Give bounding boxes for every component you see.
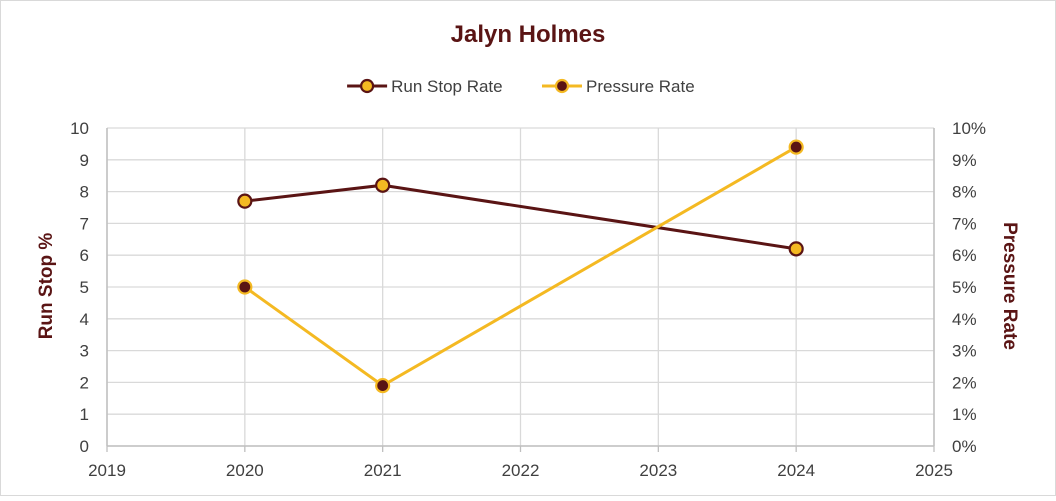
legend: Run Stop Rate Pressure Rate [347, 77, 695, 96]
y2-tick-label: 3% [952, 342, 977, 361]
y2-tick-label: 5% [952, 278, 977, 297]
legend-label: Run Stop Rate [391, 77, 503, 96]
series-layer [237, 139, 804, 394]
y-tick-label: 3 [80, 342, 89, 361]
legend-swatch-marker [360, 78, 375, 94]
x-tick-label: 2020 [226, 461, 264, 480]
y2-tick-label: 10% [952, 119, 986, 138]
y-axis-label: Run Stop % [36, 233, 57, 340]
data-point [237, 279, 253, 295]
y-tick-label: 8 [80, 183, 89, 202]
y-tick-label: 2 [80, 373, 89, 392]
y-tick-label: 5 [80, 278, 89, 297]
y2-tick-label: 9% [952, 151, 977, 170]
y-tick-label: 9 [80, 151, 89, 170]
y-tick-label: 4 [80, 310, 89, 329]
x-tick-label: 2021 [364, 461, 402, 480]
legend-swatch-marker [554, 78, 570, 94]
data-point [788, 241, 804, 257]
legend-label: Pressure Rate [586, 77, 695, 96]
y2-tick-label: 6% [952, 246, 977, 265]
data-point [375, 177, 391, 193]
y2-tick-label: 1% [952, 405, 977, 424]
y-tick-label: 6 [80, 246, 89, 265]
chart-title: Jalyn Holmes [451, 21, 606, 48]
y2-axis-label: Pressure Rate [999, 222, 1020, 350]
y2-tick-label: 4% [952, 310, 977, 329]
data-point [375, 377, 391, 394]
x-tick-label: 2019 [88, 461, 126, 480]
x-tick-label: 2025 [915, 461, 953, 480]
y2-tick-label: 2% [952, 373, 977, 392]
y-tick-label: 1 [80, 405, 89, 424]
y2-tick-label: 8% [952, 183, 977, 202]
y-tick-label: 10 [70, 119, 89, 138]
axes: 0 1 2 3 4 5 6 7 8 9 10 0% 1% 2% 3% 4% 5% 6% 7% 8% 9% 10% 2019 2… [70, 119, 986, 480]
y2-tick-label: 0% [952, 437, 977, 456]
data-point [788, 139, 804, 155]
x-tick-label: 2024 [777, 461, 815, 480]
y-tick-label: 7 [80, 214, 89, 233]
x-tick-label: 2023 [639, 461, 677, 480]
x-tick-label: 2022 [502, 461, 540, 480]
y-tick-label: 0 [80, 437, 89, 456]
y2-tick-label: 7% [952, 214, 977, 233]
data-point [237, 193, 253, 209]
